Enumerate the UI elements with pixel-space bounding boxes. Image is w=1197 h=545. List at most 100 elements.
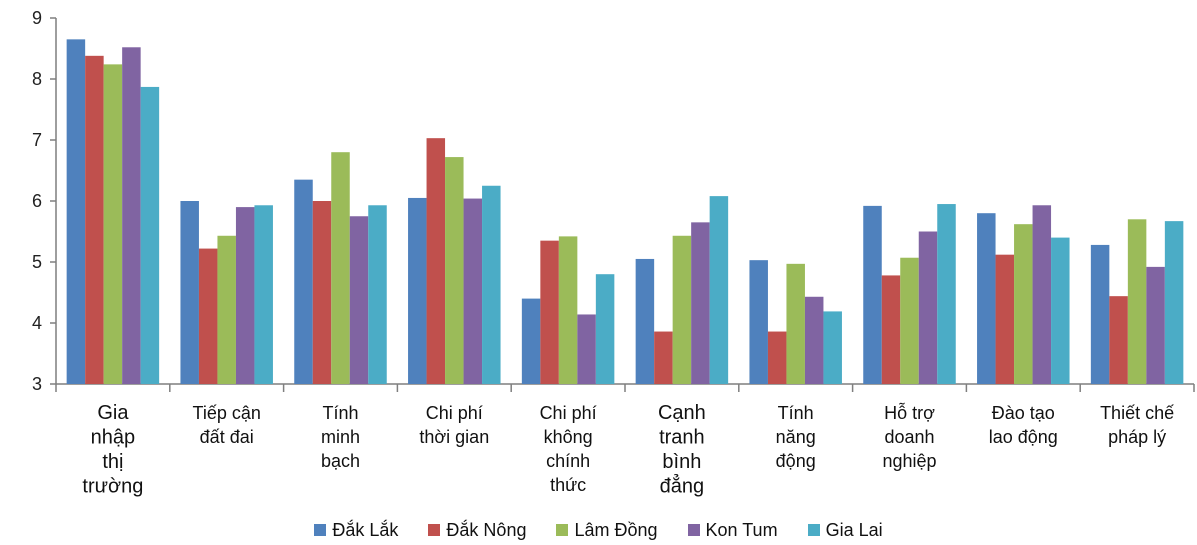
bar [66, 39, 86, 384]
x-tick-label-line: Cạnh [658, 402, 706, 424]
x-tick-label-line: tranh [659, 427, 705, 449]
bar [521, 298, 541, 384]
bar [140, 86, 160, 385]
bar [103, 64, 123, 385]
y-tick-label: 9 [32, 8, 42, 28]
chart-legend: Đắk Lắk Đắk Nông Lâm Đồng Kon Tum Gia Lai [0, 518, 1197, 542]
y-tick-label: 3 [32, 374, 42, 394]
bar [691, 222, 710, 384]
y-tick-label: 6 [32, 191, 42, 211]
legend-item: Đắk Lắk [314, 520, 398, 541]
x-tick-label: Tính năng động [776, 403, 816, 471]
bar [294, 179, 313, 384]
x-tick-label-line: pháp lý [1108, 427, 1166, 447]
bar [122, 47, 141, 384]
y-tick-label: 7 [32, 130, 42, 150]
x-tick-label: Đào tạo lao động [989, 403, 1058, 447]
x-tick-label-line: Tính [778, 403, 814, 423]
legend-label: Lâm Đồng [574, 519, 658, 540]
legend-swatch [556, 524, 569, 536]
x-tick-label-line: lao động [989, 427, 1058, 447]
bar [881, 275, 901, 384]
legend-swatch [807, 524, 820, 536]
bar [823, 311, 842, 384]
legend-item: Gia Lai [807, 519, 883, 541]
bar [977, 213, 996, 384]
bar [937, 204, 956, 384]
y-tick-label: 5 [32, 252, 42, 272]
x-tick-label-line: bình [662, 451, 701, 473]
bar [1032, 205, 1052, 384]
bar [918, 231, 938, 384]
legend-label: Gia Lai [825, 519, 883, 540]
bar [577, 314, 596, 384]
x-tick-label-line: nhập [91, 427, 136, 449]
x-tick-label-line: trường [82, 476, 143, 498]
bar [767, 331, 787, 384]
bar [1127, 219, 1147, 384]
x-tick-label-line: nghiệp [882, 451, 936, 471]
bar [180, 201, 199, 384]
x-tick-label-line: không [544, 427, 593, 447]
x-tick-label: Tiếp cận đất đai [193, 403, 261, 447]
x-tick-label: Gia nhập thị trường [82, 402, 143, 498]
bar [786, 263, 805, 384]
bar [1051, 237, 1070, 384]
bar [1146, 266, 1165, 384]
bar [558, 236, 578, 384]
y-tick-label: 8 [32, 69, 42, 89]
legend-item: Đắk Nông [428, 520, 526, 541]
x-tick-label-line: doanh [884, 427, 934, 447]
x-tick-label-line: Gia [97, 402, 129, 424]
bar [709, 196, 729, 384]
x-tick-label-line: Đào tạo [992, 403, 1055, 423]
legend-label: Đắk Nông [446, 519, 527, 540]
x-tick-label: Tính minh bạch [321, 403, 360, 471]
bar [482, 185, 501, 384]
bar [804, 296, 824, 384]
x-tick-label-line: minh [321, 427, 360, 447]
x-tick-label: Hỗ trợ doanh nghiệp [882, 402, 936, 471]
bar [198, 248, 218, 384]
bar [254, 205, 273, 384]
legend-label: Đắk Lắk [332, 519, 399, 540]
bar [635, 258, 655, 384]
x-tick-label-line: thức [550, 475, 586, 495]
bar [540, 240, 559, 384]
x-tick-label-line: đất đai [200, 427, 254, 447]
bar [1109, 296, 1128, 384]
bar [863, 205, 882, 384]
bar [672, 235, 692, 384]
x-tick-label-line: Hỗ trợ [884, 402, 935, 423]
bar [1164, 221, 1184, 384]
x-tick-label: Thiết chế pháp lý [1100, 403, 1174, 447]
legend-swatch [687, 524, 700, 536]
bar [331, 152, 350, 384]
bar [426, 138, 446, 384]
x-tick-label: Chi phí thời gian [419, 403, 489, 447]
bar [408, 197, 427, 384]
x-tick-label-line: đẳng [660, 474, 705, 498]
x-tick-label-line: Thiết chế [1100, 403, 1174, 423]
x-tick-label-line: chính [546, 451, 590, 471]
x-tick-label: Cạnh tranh bình đẳng [658, 402, 706, 498]
x-tick-label-line: Tiếp cận [193, 403, 261, 423]
legend-swatch [314, 524, 327, 536]
bar [85, 55, 104, 384]
x-tick-label-line: Chi phí [540, 403, 597, 423]
bar [654, 331, 673, 384]
bar [445, 157, 464, 384]
legend-label: Kon Tum [705, 519, 778, 540]
bar [749, 260, 768, 384]
bar [595, 274, 615, 384]
bar [995, 254, 1015, 384]
x-tick-label-line: thời gian [419, 427, 489, 447]
bar [463, 198, 483, 384]
x-tick-label: Chi phí không chính thức [540, 403, 597, 495]
x-tick-label-line: động [776, 451, 816, 471]
bar [368, 205, 387, 384]
x-tick-label-line: thị [102, 451, 123, 473]
bar [312, 201, 332, 384]
legend-swatch [428, 524, 441, 536]
